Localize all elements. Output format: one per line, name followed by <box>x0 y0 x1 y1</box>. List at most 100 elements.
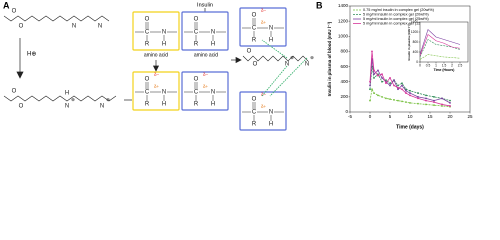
series-point <box>377 74 379 77</box>
atom: O <box>194 77 199 83</box>
hydrogen-bond <box>261 39 288 59</box>
y-tick-label: 1200 <box>338 18 349 23</box>
series-point <box>385 97 387 100</box>
series-point <box>441 103 443 106</box>
atom: O <box>252 13 257 19</box>
y-tick-label: 1000 <box>338 33 349 38</box>
atom: O <box>145 77 150 83</box>
y-tick-label: 0 <box>345 109 348 114</box>
partial-charge: δ− <box>203 72 209 77</box>
background <box>0 0 500 132</box>
x-tick-label: 0 <box>369 114 372 119</box>
series-point <box>433 101 435 104</box>
series-point <box>373 73 375 76</box>
series-point <box>397 86 399 89</box>
series-line <box>419 28 461 55</box>
atom: R <box>194 102 199 108</box>
series-point <box>433 95 435 98</box>
y-tick-label: 1400 <box>338 3 349 8</box>
molecule-chain <box>3 15 110 22</box>
series-point <box>441 97 443 100</box>
partial-charge: δ+ <box>203 84 209 89</box>
series-point <box>393 98 395 101</box>
atom: N <box>285 62 289 68</box>
series-point <box>369 80 371 83</box>
arrow-head <box>152 65 160 72</box>
series-point <box>405 101 407 104</box>
series-point <box>401 100 403 103</box>
atom: R <box>252 122 257 128</box>
y-tick-label: 400 <box>413 50 419 54</box>
atom: O <box>19 24 24 30</box>
atom: N <box>72 24 76 30</box>
atom: O <box>252 97 257 103</box>
series-point <box>393 79 395 82</box>
series-point <box>369 99 371 102</box>
atom: H <box>162 42 166 48</box>
x-tick-label: 15 <box>427 114 433 119</box>
series-point <box>377 94 379 97</box>
y-tick-label: 800 <box>340 49 348 54</box>
atom: R <box>145 102 150 108</box>
x-tick-label: -5 <box>348 114 352 119</box>
panel-label: B <box>316 0 323 10</box>
atom: N <box>305 62 309 68</box>
series-point <box>425 99 427 102</box>
series-point <box>449 102 451 104</box>
y-tick-label: 1600 <box>411 20 418 24</box>
atom: O <box>19 104 24 110</box>
series-point <box>425 97 427 100</box>
series-point <box>389 84 391 87</box>
series-point <box>381 80 383 83</box>
series-point <box>369 88 371 91</box>
atom: N <box>211 90 215 96</box>
y-tick-label: 1200 <box>411 30 418 34</box>
atom: ⊕ <box>310 55 314 60</box>
y-tick-label: 800 <box>413 40 419 44</box>
series-point <box>389 98 391 101</box>
atom: ⊕ <box>71 97 75 102</box>
series-point <box>385 82 387 85</box>
legend-label: 5 mg/ml insulin in complex gel (15wt%) <box>363 22 429 26</box>
arrows <box>16 8 242 101</box>
atom: O <box>12 9 17 15</box>
partial-charge: δ− <box>261 92 267 97</box>
x-axis-label: Time (days) <box>396 124 424 130</box>
hydrogen-bond <box>261 65 288 97</box>
atom: O <box>194 17 199 23</box>
series-point <box>369 84 371 87</box>
series-point <box>373 92 375 94</box>
atom: ⊕ <box>106 97 110 102</box>
y-tick-label: 600 <box>340 64 348 69</box>
series-point <box>373 77 375 79</box>
series-point <box>371 50 373 53</box>
x-tick-label: 20 <box>447 114 453 119</box>
series-point <box>409 92 411 94</box>
atom: N <box>162 30 166 36</box>
atom: C <box>145 90 150 96</box>
series-point <box>433 104 435 107</box>
x-tick-label: 2 <box>451 63 453 67</box>
amino-acid-label: amino acid <box>194 52 218 58</box>
series-point <box>409 89 411 92</box>
atom: R <box>145 42 150 48</box>
series-point <box>371 88 373 91</box>
series-line <box>419 34 461 56</box>
series-point <box>417 92 419 94</box>
y-tick-label: 200 <box>340 94 348 99</box>
series-point <box>381 73 383 76</box>
atom: C <box>194 30 199 36</box>
series-point <box>425 94 427 97</box>
y-axis-label: Insulin in plasma of blood (mIU l⁻¹) <box>327 21 332 96</box>
series-point <box>433 99 435 102</box>
atom: H <box>162 102 166 108</box>
atom: O <box>145 17 150 23</box>
partial-charge: δ+ <box>261 104 267 109</box>
atom: N <box>211 30 215 36</box>
atom: H <box>269 38 273 44</box>
x-tick-label: 25 <box>467 114 473 119</box>
series-point <box>401 82 403 85</box>
x-tick-label: 5 <box>389 114 392 119</box>
series-line <box>369 88 451 108</box>
